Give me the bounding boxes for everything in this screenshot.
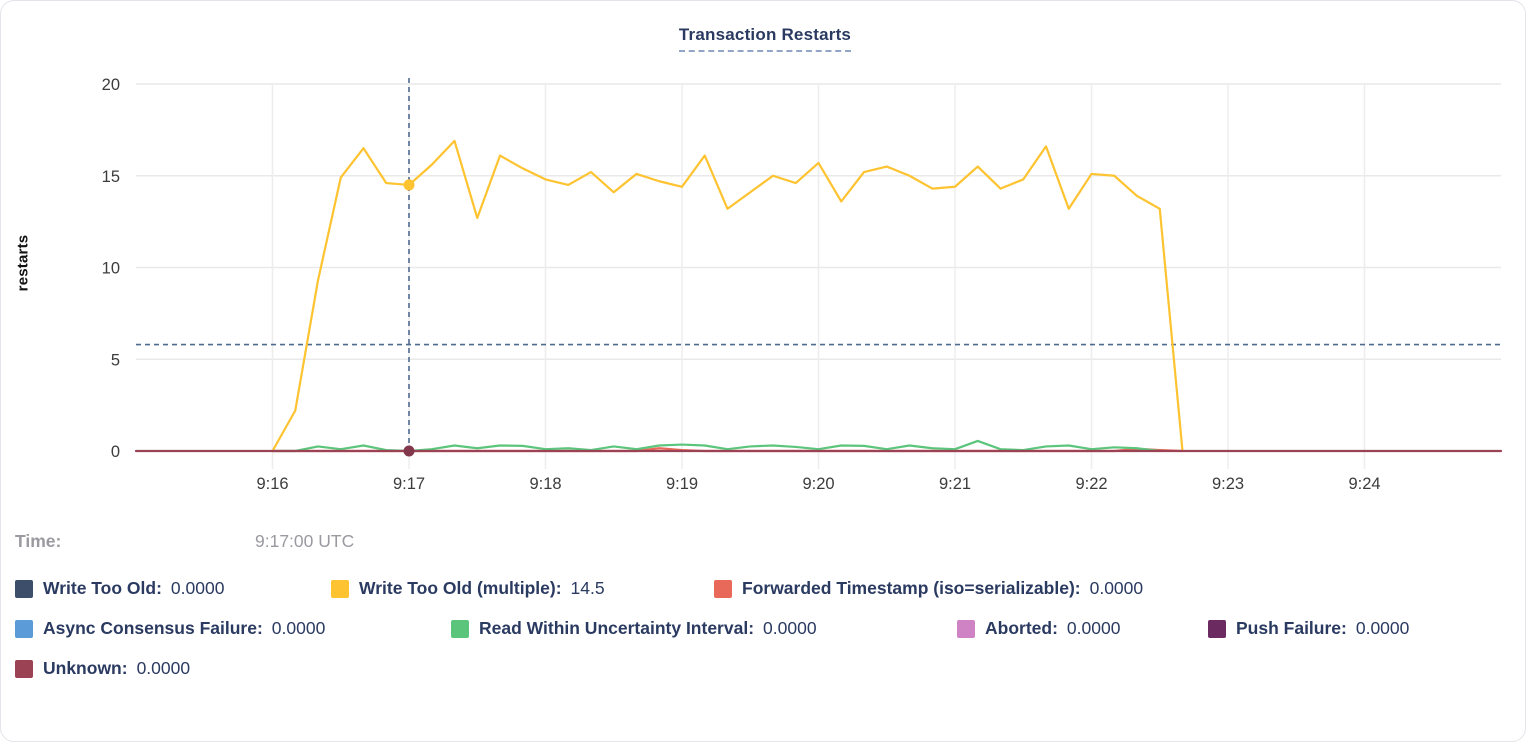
legend-item[interactable]: Forwarded Timestamp (iso=serializable): 0… <box>714 578 1143 599</box>
y-tick-label: 0 <box>111 443 120 461</box>
time-value: 9:17:00 UTC <box>255 531 355 551</box>
legend-swatch <box>1208 619 1226 638</box>
x-tick-label: 9:24 <box>1348 475 1380 493</box>
legend-row-2: Async Consensus Failure: 0.0000 Read Withi… <box>15 618 1515 639</box>
legend-value: 0.0000 <box>271 618 326 638</box>
legend-value: 14.5 <box>570 578 605 598</box>
legend-label: Push Failure: <box>1236 618 1347 638</box>
hover-marker <box>403 179 415 191</box>
legend-swatch <box>15 619 33 638</box>
legend-row-1: Write Too Old: 0.0000 Write Too Old (multi… <box>15 578 1515 599</box>
time-row: Time: 9:17:00 UTC <box>15 531 1515 552</box>
legend-value: 0.0000 <box>136 658 191 678</box>
legend-item[interactable]: Read Within Uncertainty Interval: 0.0000 <box>451 618 957 639</box>
legend-item[interactable]: Push Failure: 0.0000 <box>1208 618 1409 639</box>
legend-swatch <box>957 619 975 638</box>
readout-panel: Time: 9:17:00 UTC Write Too Old: 0.0000 Wri… <box>15 531 1515 698</box>
legend-item[interactable]: Write Too Old: 0.0000 <box>15 578 331 599</box>
x-tick-label: 9:20 <box>802 475 834 493</box>
series-line <box>271 139 1184 453</box>
x-tick-label: 9:21 <box>939 475 971 493</box>
x-tick-label: 9:19 <box>666 475 698 493</box>
chart-region: 0 5 10 15 20 9:16 9:17 9:18 9:19 9:20 9:21 9:22 9:23… <box>1 1 1528 506</box>
legend-value: 0.0000 <box>1066 618 1121 638</box>
legend-swatch <box>15 579 33 598</box>
legend-label: Unknown: <box>43 658 128 678</box>
x-tick-label: 9:22 <box>1075 475 1107 493</box>
legend-swatch <box>714 579 732 598</box>
legend-item[interactable]: Unknown: 0.0000 <box>15 658 190 679</box>
legend-label: Forwarded Timestamp (iso=serializable): <box>742 578 1081 598</box>
legend-item[interactable]: Aborted: 0.0000 <box>957 618 1208 639</box>
x-tick-label: 9:16 <box>256 475 288 493</box>
legend-value: 0.0000 <box>1089 578 1144 598</box>
legend-item[interactable]: Write Too Old (multiple): 14.5 <box>331 578 714 599</box>
chart-title[interactable]: Transaction Restarts <box>678 25 852 52</box>
legend-swatch <box>15 659 33 678</box>
x-tick-label: 9:18 <box>529 475 561 493</box>
hover-marker <box>403 445 415 457</box>
legend-label: Aborted: <box>985 618 1058 638</box>
transaction-restarts-chart[interactable]: 0 5 10 15 20 9:16 9:17 9:18 9:19 9:20 9:21 9:22 9:23… <box>1 1 1528 506</box>
legend-label: Write Too Old: <box>43 578 162 598</box>
y-axis-label: restarts <box>14 234 32 292</box>
legend-value: 0.0000 <box>763 618 817 638</box>
legend-value: 0.0000 <box>1355 618 1410 638</box>
legend-row-3: Unknown: 0.0000 <box>15 658 1515 679</box>
legend-swatch <box>451 619 469 638</box>
legend-item[interactable]: Async Consensus Failure: 0.0000 <box>15 618 451 639</box>
x-tick-label: 9:23 <box>1212 475 1244 493</box>
x-tick-label: 9:17 <box>393 475 425 493</box>
y-tick-label: 10 <box>102 260 120 278</box>
legend-label: Write Too Old (multiple): <box>359 578 562 598</box>
y-tick-label: 5 <box>111 351 120 369</box>
time-label: Time: <box>15 531 62 551</box>
legend-label: Read Within Uncertainty Interval: <box>479 618 755 638</box>
legend-value: 0.0000 <box>170 578 225 598</box>
legend-swatch <box>331 579 349 598</box>
y-tick-label: 20 <box>102 76 120 94</box>
legend-label: Async Consensus Failure: <box>43 618 263 638</box>
y-tick-label: 15 <box>102 168 120 186</box>
